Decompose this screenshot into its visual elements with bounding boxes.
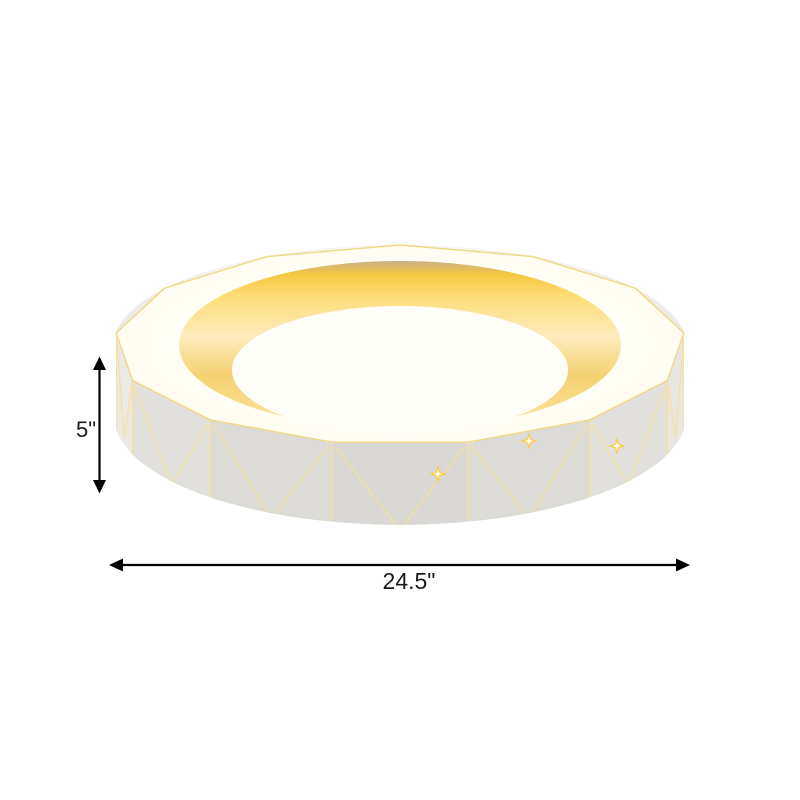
- svg-text:5": 5": [76, 417, 96, 442]
- svg-text:24.5": 24.5": [383, 568, 436, 594]
